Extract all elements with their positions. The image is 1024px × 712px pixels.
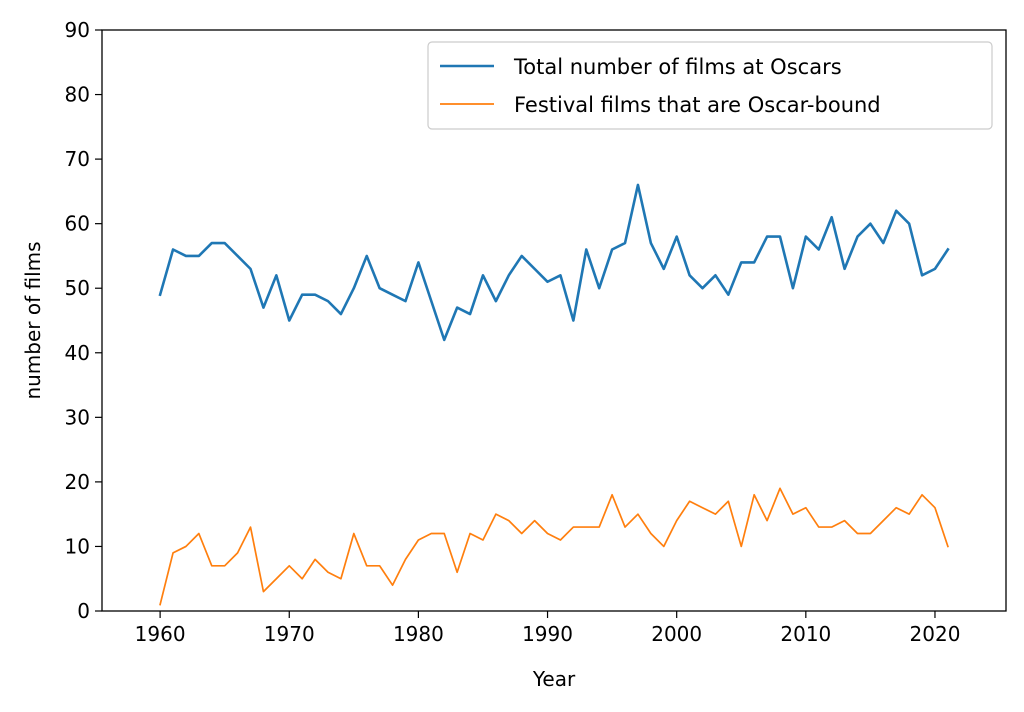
y-tick-label: 30 [65, 405, 90, 429]
x-axis: 1960 1970 1980 1990 2000 2010 2020 [135, 611, 961, 646]
y-tick-label: 70 [65, 147, 90, 171]
y-tick-label: 50 [65, 276, 90, 300]
y-tick-label: 90 [65, 18, 90, 42]
plot-frame [101, 29, 1007, 612]
legend-label-total-films: Total number of films at Oscars [513, 55, 842, 79]
y-axis: 0 10 20 30 40 50 60 70 80 90 [65, 18, 102, 623]
series-line-festival-films [159, 487, 949, 606]
y-tick-label: 20 [65, 470, 90, 494]
x-axis-label: Year [532, 667, 576, 691]
series-line-total-films [158, 183, 950, 342]
y-tick-label: 10 [65, 534, 90, 558]
x-tick-label: 2010 [780, 622, 831, 646]
plot-area [158, 183, 950, 606]
y-tick-label: 60 [65, 212, 90, 236]
y-axis-label: number of films [21, 241, 45, 399]
y-tick-label: 40 [65, 341, 90, 365]
legend: Total number of films at Oscars Festival… [427, 41, 993, 130]
x-tick-label: 1990 [522, 622, 573, 646]
legend-box [427, 41, 993, 130]
y-tick-label: 0 [77, 599, 90, 623]
x-tick-label: 1980 [393, 622, 444, 646]
x-tick-label: 2000 [651, 622, 702, 646]
x-tick-label: 2020 [910, 622, 961, 646]
x-tick-label: 1970 [264, 622, 315, 646]
x-tick-label: 1960 [135, 622, 186, 646]
y-tick-label: 80 [65, 83, 90, 107]
legend-label-festival-films: Festival films that are Oscar-bound [514, 93, 881, 117]
